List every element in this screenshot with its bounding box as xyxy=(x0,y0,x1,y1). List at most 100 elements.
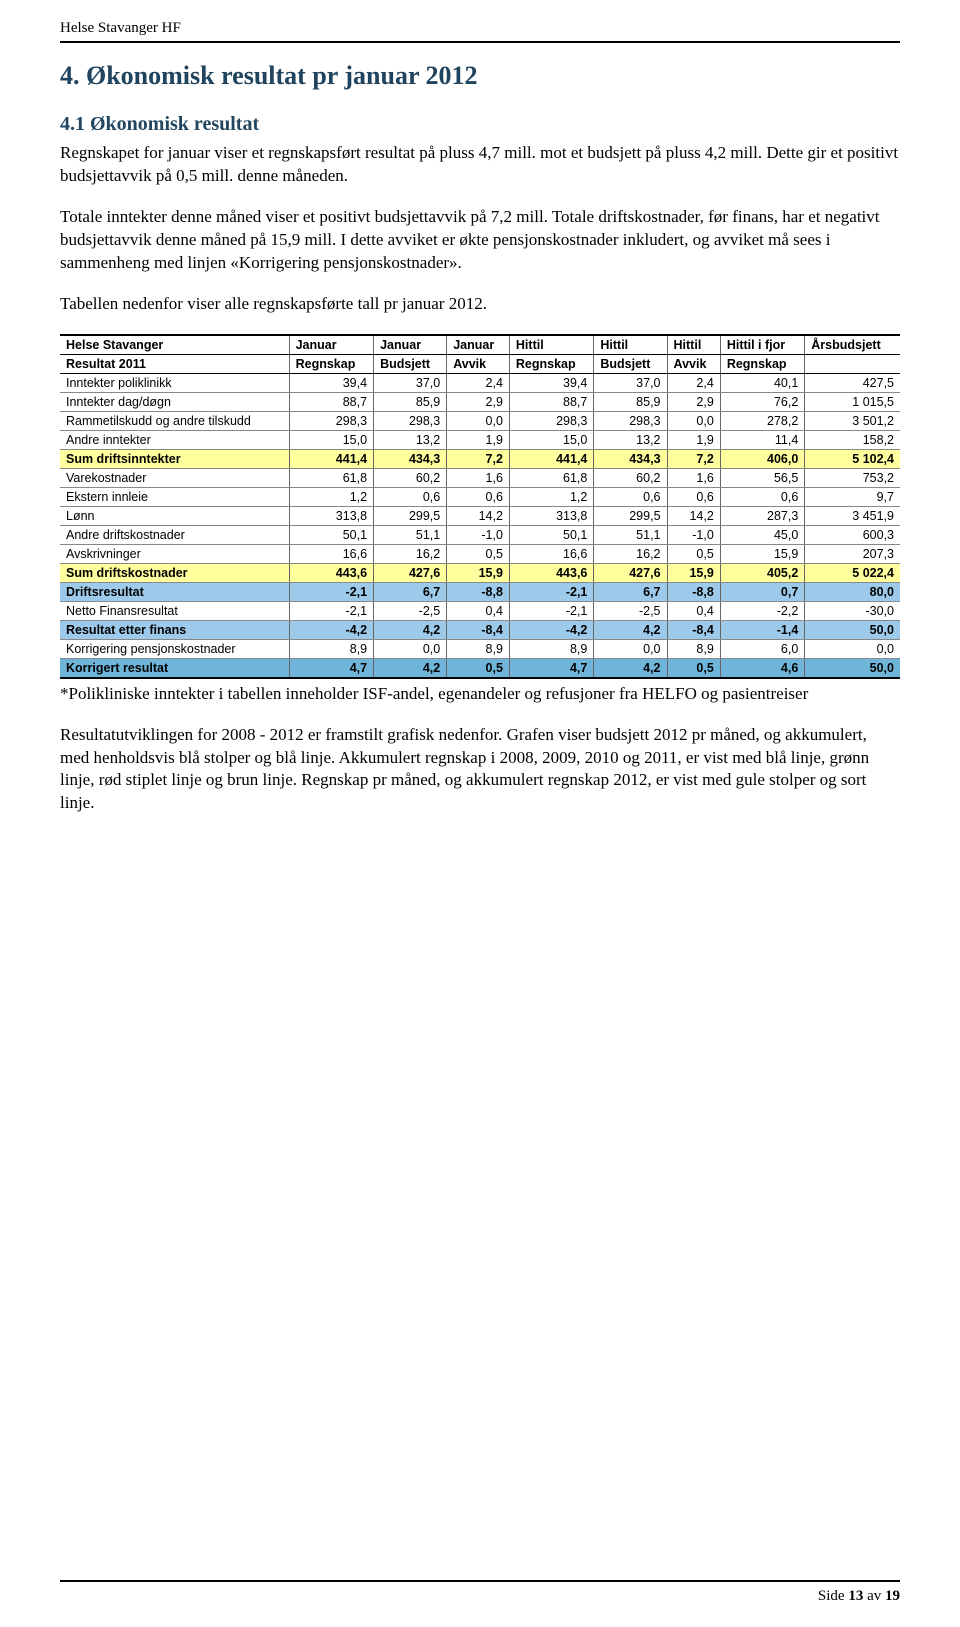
table-header-row-2: Resultat 2011 Regnskap Budsjett Avvik Re… xyxy=(60,354,900,373)
row-label: Lønn xyxy=(60,506,289,525)
th-col: Regnskap xyxy=(720,354,804,373)
row-cell: 88,7 xyxy=(509,392,593,411)
org-name: Helse Stavanger HF xyxy=(60,20,181,36)
table-row: Inntekter poliklinikk39,437,02,439,437,0… xyxy=(60,373,900,392)
row-cell: 6,0 xyxy=(720,639,804,658)
row-cell: 3 501,2 xyxy=(805,411,900,430)
row-cell: 4,2 xyxy=(374,620,447,639)
row-cell: 299,5 xyxy=(594,506,667,525)
row-cell: 0,0 xyxy=(594,639,667,658)
row-cell: 45,0 xyxy=(720,525,804,544)
row-cell: 1 015,5 xyxy=(805,392,900,411)
row-cell: 11,4 xyxy=(720,430,804,449)
row-cell: 434,3 xyxy=(374,449,447,468)
row-cell: 8,9 xyxy=(289,639,373,658)
row-label: Driftsresultat xyxy=(60,582,289,601)
row-cell: 2,4 xyxy=(667,373,720,392)
row-label: Sum driftsinntekter xyxy=(60,449,289,468)
paragraph-3: Tabellen nedenfor viser alle regnskapsfø… xyxy=(60,293,900,316)
row-cell: 85,9 xyxy=(594,392,667,411)
row-cell: 298,3 xyxy=(509,411,593,430)
footer-sep: av xyxy=(863,1588,885,1604)
row-cell: 6,7 xyxy=(374,582,447,601)
row-cell: 0,6 xyxy=(594,487,667,506)
paragraph-4: Resultatutviklingen for 2008 - 2012 er f… xyxy=(60,724,900,816)
row-cell: 15,9 xyxy=(447,563,510,582)
row-cell: 40,1 xyxy=(720,373,804,392)
document-page: Helse Stavanger HF 4. Økonomisk resultat… xyxy=(0,0,960,1627)
row-cell: 16,6 xyxy=(289,544,373,563)
paragraph-1: Regnskapet for januar viser et regnskaps… xyxy=(60,142,900,188)
row-cell: -4,2 xyxy=(289,620,373,639)
table-row: Korrigert resultat4,74,20,54,74,20,54,65… xyxy=(60,658,900,678)
th-col: Januar xyxy=(289,335,373,355)
row-cell: 0,7 xyxy=(720,582,804,601)
row-cell: 1,2 xyxy=(509,487,593,506)
page-footer: Side 13 av 19 xyxy=(60,1580,900,1605)
row-cell: 0,6 xyxy=(667,487,720,506)
row-cell: 60,2 xyxy=(374,468,447,487)
row-cell: 441,4 xyxy=(509,449,593,468)
table-row: Sum driftskostnader443,6427,615,9443,642… xyxy=(60,563,900,582)
row-cell: -8,4 xyxy=(667,620,720,639)
row-label: Sum driftskostnader xyxy=(60,563,289,582)
row-cell: 427,6 xyxy=(374,563,447,582)
table-row: Andre inntekter15,013,21,915,013,21,911,… xyxy=(60,430,900,449)
row-cell: 50,1 xyxy=(289,525,373,544)
row-label: Avskrivninger xyxy=(60,544,289,563)
row-cell: 6,7 xyxy=(594,582,667,601)
row-cell: 1,9 xyxy=(447,430,510,449)
row-cell: -4,2 xyxy=(509,620,593,639)
row-cell: 0,0 xyxy=(667,411,720,430)
th-col: Budsjett xyxy=(594,354,667,373)
row-cell: 16,6 xyxy=(509,544,593,563)
table-row: Sum driftsinntekter441,4434,37,2441,4434… xyxy=(60,449,900,468)
row-cell: -2,1 xyxy=(509,582,593,601)
row-cell: 4,6 xyxy=(720,658,804,678)
row-label: Korrigert resultat xyxy=(60,658,289,678)
row-cell: -2,5 xyxy=(594,601,667,620)
row-cell: 405,2 xyxy=(720,563,804,582)
row-cell: 298,3 xyxy=(374,411,447,430)
row-cell: 16,2 xyxy=(374,544,447,563)
table-body: Inntekter poliklinikk39,437,02,439,437,0… xyxy=(60,373,900,678)
th-col: Regnskap xyxy=(509,354,593,373)
row-cell: 2,9 xyxy=(447,392,510,411)
row-cell: -1,4 xyxy=(720,620,804,639)
row-cell: -1,0 xyxy=(667,525,720,544)
th-col: Avvik xyxy=(447,354,510,373)
row-cell: 3 451,9 xyxy=(805,506,900,525)
table-footnote: *Polikliniske inntekter i tabellen inneh… xyxy=(60,683,900,706)
footer-page-total: 19 xyxy=(885,1588,900,1604)
table-row: Inntekter dag/døgn88,785,92,988,785,92,9… xyxy=(60,392,900,411)
table-header: Helse Stavanger Januar Januar Januar Hit… xyxy=(60,335,900,374)
row-cell: 50,1 xyxy=(509,525,593,544)
row-cell: 313,8 xyxy=(289,506,373,525)
row-label: Resultat etter finans xyxy=(60,620,289,639)
row-cell: 0,0 xyxy=(374,639,447,658)
row-cell: 0,6 xyxy=(374,487,447,506)
row-cell: 443,6 xyxy=(509,563,593,582)
row-cell: 600,3 xyxy=(805,525,900,544)
row-cell: 0,5 xyxy=(667,544,720,563)
row-cell: 298,3 xyxy=(289,411,373,430)
th-col: Avvik xyxy=(667,354,720,373)
table-header-row-1: Helse Stavanger Januar Januar Januar Hit… xyxy=(60,335,900,355)
row-label: Inntekter poliklinikk xyxy=(60,373,289,392)
row-cell: 80,0 xyxy=(805,582,900,601)
th-col: Budsjett xyxy=(374,354,447,373)
row-cell: 8,9 xyxy=(509,639,593,658)
row-cell: 1,6 xyxy=(667,468,720,487)
row-cell: 50,0 xyxy=(805,620,900,639)
row-cell: -2,1 xyxy=(289,601,373,620)
row-cell: 2,4 xyxy=(447,373,510,392)
row-cell: -2,1 xyxy=(289,582,373,601)
row-label: Varekostnader xyxy=(60,468,289,487)
row-cell: 5 102,4 xyxy=(805,449,900,468)
row-cell: 13,2 xyxy=(594,430,667,449)
row-cell: 14,2 xyxy=(447,506,510,525)
row-cell: 441,4 xyxy=(289,449,373,468)
row-cell: 287,3 xyxy=(720,506,804,525)
table-row: Ekstern innleie1,20,60,61,20,60,60,69,7 xyxy=(60,487,900,506)
row-cell: 0,0 xyxy=(447,411,510,430)
